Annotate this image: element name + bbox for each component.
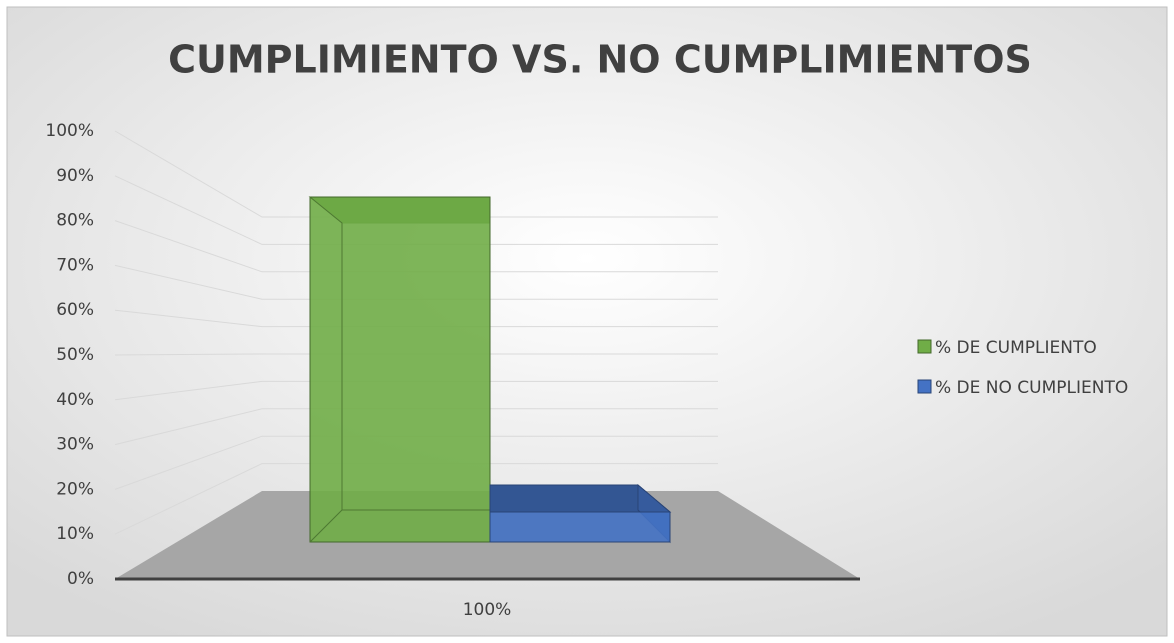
grid-line [114,130,718,218]
y-tick-label: 0% [67,569,94,589]
bar [489,511,671,543]
bar-edge [309,196,343,543]
bar [309,196,491,543]
grid-line [114,309,718,328]
grid-line [114,435,718,490]
y-tick-label: 20% [56,479,94,499]
grid-line [114,175,718,245]
y-tick-label: 30% [56,435,94,455]
grid-line [114,353,718,356]
y-tick-label: 90% [56,166,94,186]
grid-line [114,220,718,273]
grid-line [114,463,718,535]
x-tick-label: 100% [463,600,512,620]
y-tick-label: 60% [56,300,94,320]
y-tick-label: 10% [56,524,94,544]
y-tick-label: 40% [56,390,94,410]
y-tick-label: 70% [56,255,94,275]
y-tick-label: 80% [56,211,94,231]
grid-line [114,380,718,401]
grid-line [114,264,718,300]
legend-swatch [917,379,932,394]
legend-label: % DE NO CUMPLIENTO [935,378,1128,398]
legend-label: % DE CUMPLIENTO [935,338,1097,358]
grid-line [114,408,718,446]
legend-swatch [917,339,932,354]
y-tick-label: 100% [45,121,94,141]
chart-title: CUMPLIMIENTO VS. NO CUMPLIMIENTOS [168,38,1032,82]
y-tick-label: 50% [56,345,94,365]
